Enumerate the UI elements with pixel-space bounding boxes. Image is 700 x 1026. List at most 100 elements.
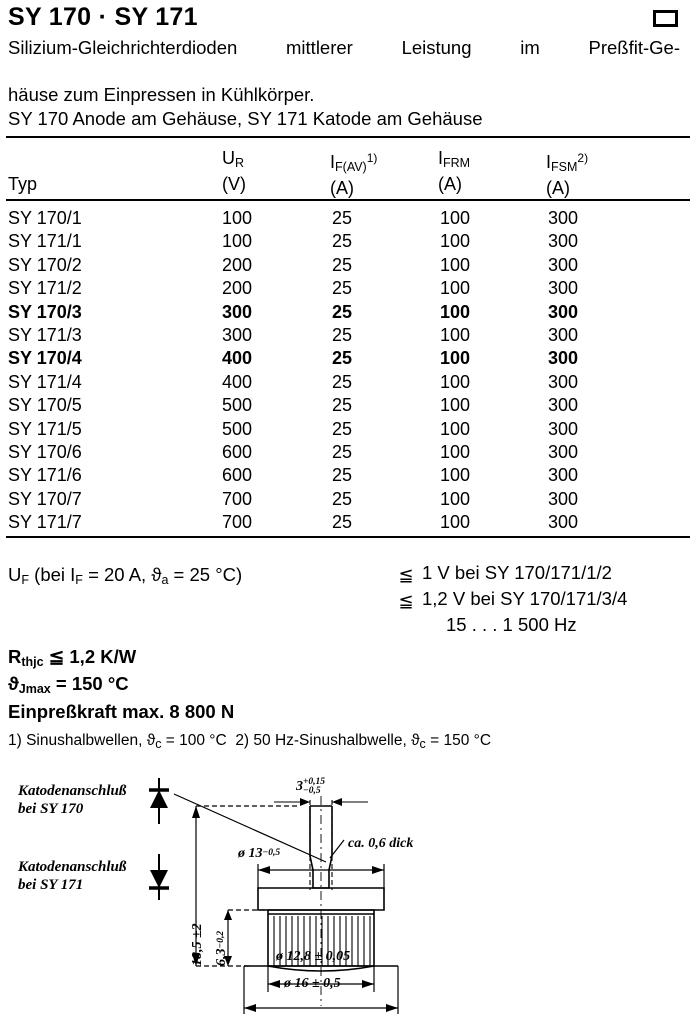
cell-ur: 500 <box>222 395 253 416</box>
dimension-terminal-width: 3+0,15 −0,5 <box>296 777 326 796</box>
page-title: SY 170 · SY 171 <box>8 3 198 31</box>
table-rule-header <box>6 199 690 201</box>
cell-typ: SY 170/5 <box>8 395 82 416</box>
table-row: SY 170/1 100 25 100 300 <box>6 208 690 231</box>
cell-ur: 400 <box>222 371 253 392</box>
cell-if: 25 <box>332 465 353 486</box>
table-row: SY 171/3 300 25 100 300 <box>6 325 690 348</box>
table-row: SY 170/7 700 25 100 300 <box>6 489 690 512</box>
cell-ifsm: 300 <box>548 488 579 509</box>
cell-ur: 200 <box>222 254 253 275</box>
mechanical-drawing: Katodenanschluß bei SY 170 Katodenanschl… <box>0 770 700 1026</box>
cell-typ: SY 171/4 <box>8 371 82 392</box>
cell-ifrm: 100 <box>440 348 471 369</box>
cell-ifrm: 100 <box>440 418 471 439</box>
param-press-force: Einpreßkraft max. 8 800 N <box>8 701 235 722</box>
cell-typ: SY 171/7 <box>8 512 82 533</box>
cell-ur: 600 <box>222 465 253 486</box>
cell-ur: 300 <box>222 301 253 322</box>
cell-if: 25 <box>332 371 353 392</box>
intro-line-3: SY 170 Anode am Gehäuse, SY 171 Katode a… <box>8 107 483 129</box>
table-row: SY 170/3 300 25 100 300 <box>6 302 690 325</box>
cell-typ: SY 170/1 <box>8 208 82 228</box>
column-header-typ: Typ <box>8 174 38 194</box>
cathode-label-sy171: Katodenanschluß bei SY 171 <box>18 859 127 893</box>
cell-if: 25 <box>332 324 353 345</box>
cell-typ: SY 170/6 <box>8 441 82 462</box>
cell-ifsm: 300 <box>548 208 579 228</box>
package-outline-drawing <box>173 793 399 1014</box>
cell-ifrm: 100 <box>440 441 471 462</box>
dimension-body-height: 6,3−0,2 <box>214 930 229 966</box>
cell-ifsm: 300 <box>548 418 579 439</box>
cell-typ: SY 170/7 <box>8 488 82 509</box>
cell-if: 25 <box>332 395 353 416</box>
cell-ur: 700 <box>222 488 253 509</box>
cell-typ: SY 170/3 <box>8 301 82 322</box>
cell-ifrm: 100 <box>440 254 471 275</box>
cell-ifrm: 100 <box>440 488 471 509</box>
cell-ifrm: 100 <box>440 324 471 345</box>
table-row: SY 170/6 600 25 100 300 <box>6 442 690 465</box>
cell-ifrm: 100 <box>440 395 471 416</box>
cell-if: 25 <box>332 301 353 322</box>
table-rule-top <box>6 136 690 138</box>
table-body: SY 170/1 100 25 100 300 SY 171/1 100 25 100 300 SY… <box>6 208 690 535</box>
cell-ur: 100 <box>222 208 253 228</box>
cell-ifsm: 300 <box>548 371 579 392</box>
cell-typ: SY 171/5 <box>8 418 82 439</box>
dimension-outer-diameter: ø 16 ± 0,5 <box>284 976 341 991</box>
param-thermal-resistance: Rthjc ≦ 1,2 K/W <box>8 646 137 669</box>
table-row: SY 170/5 500 25 100 300 <box>6 395 690 418</box>
table-row: SY 170/2 200 25 100 300 <box>6 255 690 278</box>
cell-ifrm: 100 <box>440 208 471 228</box>
cell-typ: SY 171/2 <box>8 278 82 299</box>
table-row: SY 171/1 100 25 100 300 <box>6 231 690 254</box>
cell-ur: 500 <box>222 418 253 439</box>
cell-ur: 100 <box>222 231 253 252</box>
table-row: SY 171/7 700 25 100 300 <box>6 512 690 535</box>
diode-symbol-cathode-down-icon <box>149 854 169 900</box>
cell-ifsm: 300 <box>548 395 579 416</box>
cell-ifrm: 100 <box>440 301 471 322</box>
cell-ifsm: 300 <box>548 348 579 369</box>
cathode-label-sy170: Katodenanschluß bei SY 170 <box>18 783 127 817</box>
cell-if: 25 <box>332 208 353 228</box>
dimension-knurl-diameter: ø 12,8 ± 0,05 <box>276 949 351 964</box>
cell-ifsm: 300 <box>548 465 579 486</box>
cell-ur: 200 <box>222 278 253 299</box>
cell-if: 25 <box>332 278 353 299</box>
cell-if: 25 <box>332 512 353 533</box>
table-row: SY 171/4 400 25 100 300 <box>6 372 690 395</box>
table-row: SY 171/6 600 25 100 300 <box>6 465 690 488</box>
diode-symbol-cathode-up-icon <box>149 778 169 824</box>
table-rule-bottom <box>6 536 690 538</box>
cell-if: 25 <box>332 441 353 462</box>
intro-line-1: Silizium-Gleichrichterdioden mittlerer L… <box>8 37 680 58</box>
intro-line-2: häuse zum Einpressen in Kühlkörper. <box>8 84 315 105</box>
cell-ur: 400 <box>222 348 253 369</box>
cell-ifsm: 300 <box>548 441 579 462</box>
cell-typ: SY 170/2 <box>8 254 82 275</box>
param-junction-temperature: ϑJmax = 150 °C <box>8 673 129 696</box>
table-footnotes: 1) Sinushalbwellen, ϑc = 100 °C 2) 50 Hz… <box>8 732 492 751</box>
column-header-if-av: IF(AV)1) (A) <box>330 151 378 198</box>
cell-ifrm: 100 <box>440 278 471 299</box>
table-row: SY 171/2 200 25 100 300 <box>6 278 690 301</box>
cell-if: 25 <box>332 488 353 509</box>
rectangle-outline-icon <box>653 10 678 27</box>
intro-description: Silizium-Gleichrichterdioden mittlerer L… <box>8 36 680 130</box>
cell-ifrm: 100 <box>440 465 471 486</box>
cell-ifsm: 300 <box>548 254 579 275</box>
dimension-total-height: 18,5 ±2 <box>190 923 205 966</box>
less-or-equal-icon: ≦ ≦ <box>398 565 414 611</box>
cell-if: 25 <box>332 254 353 275</box>
param-uf-value-2: 1,2 V bei SY 170/171/3/4 <box>422 588 628 609</box>
cell-typ: SY 171/1 <box>8 231 82 252</box>
param-frequency-range: 15 . . . 1 500 Hz <box>446 614 577 635</box>
cell-ifrm: 100 <box>440 512 471 533</box>
cell-ur: 300 <box>222 324 253 345</box>
cell-ifsm: 300 <box>548 301 579 322</box>
cell-ifsm: 300 <box>548 324 579 345</box>
